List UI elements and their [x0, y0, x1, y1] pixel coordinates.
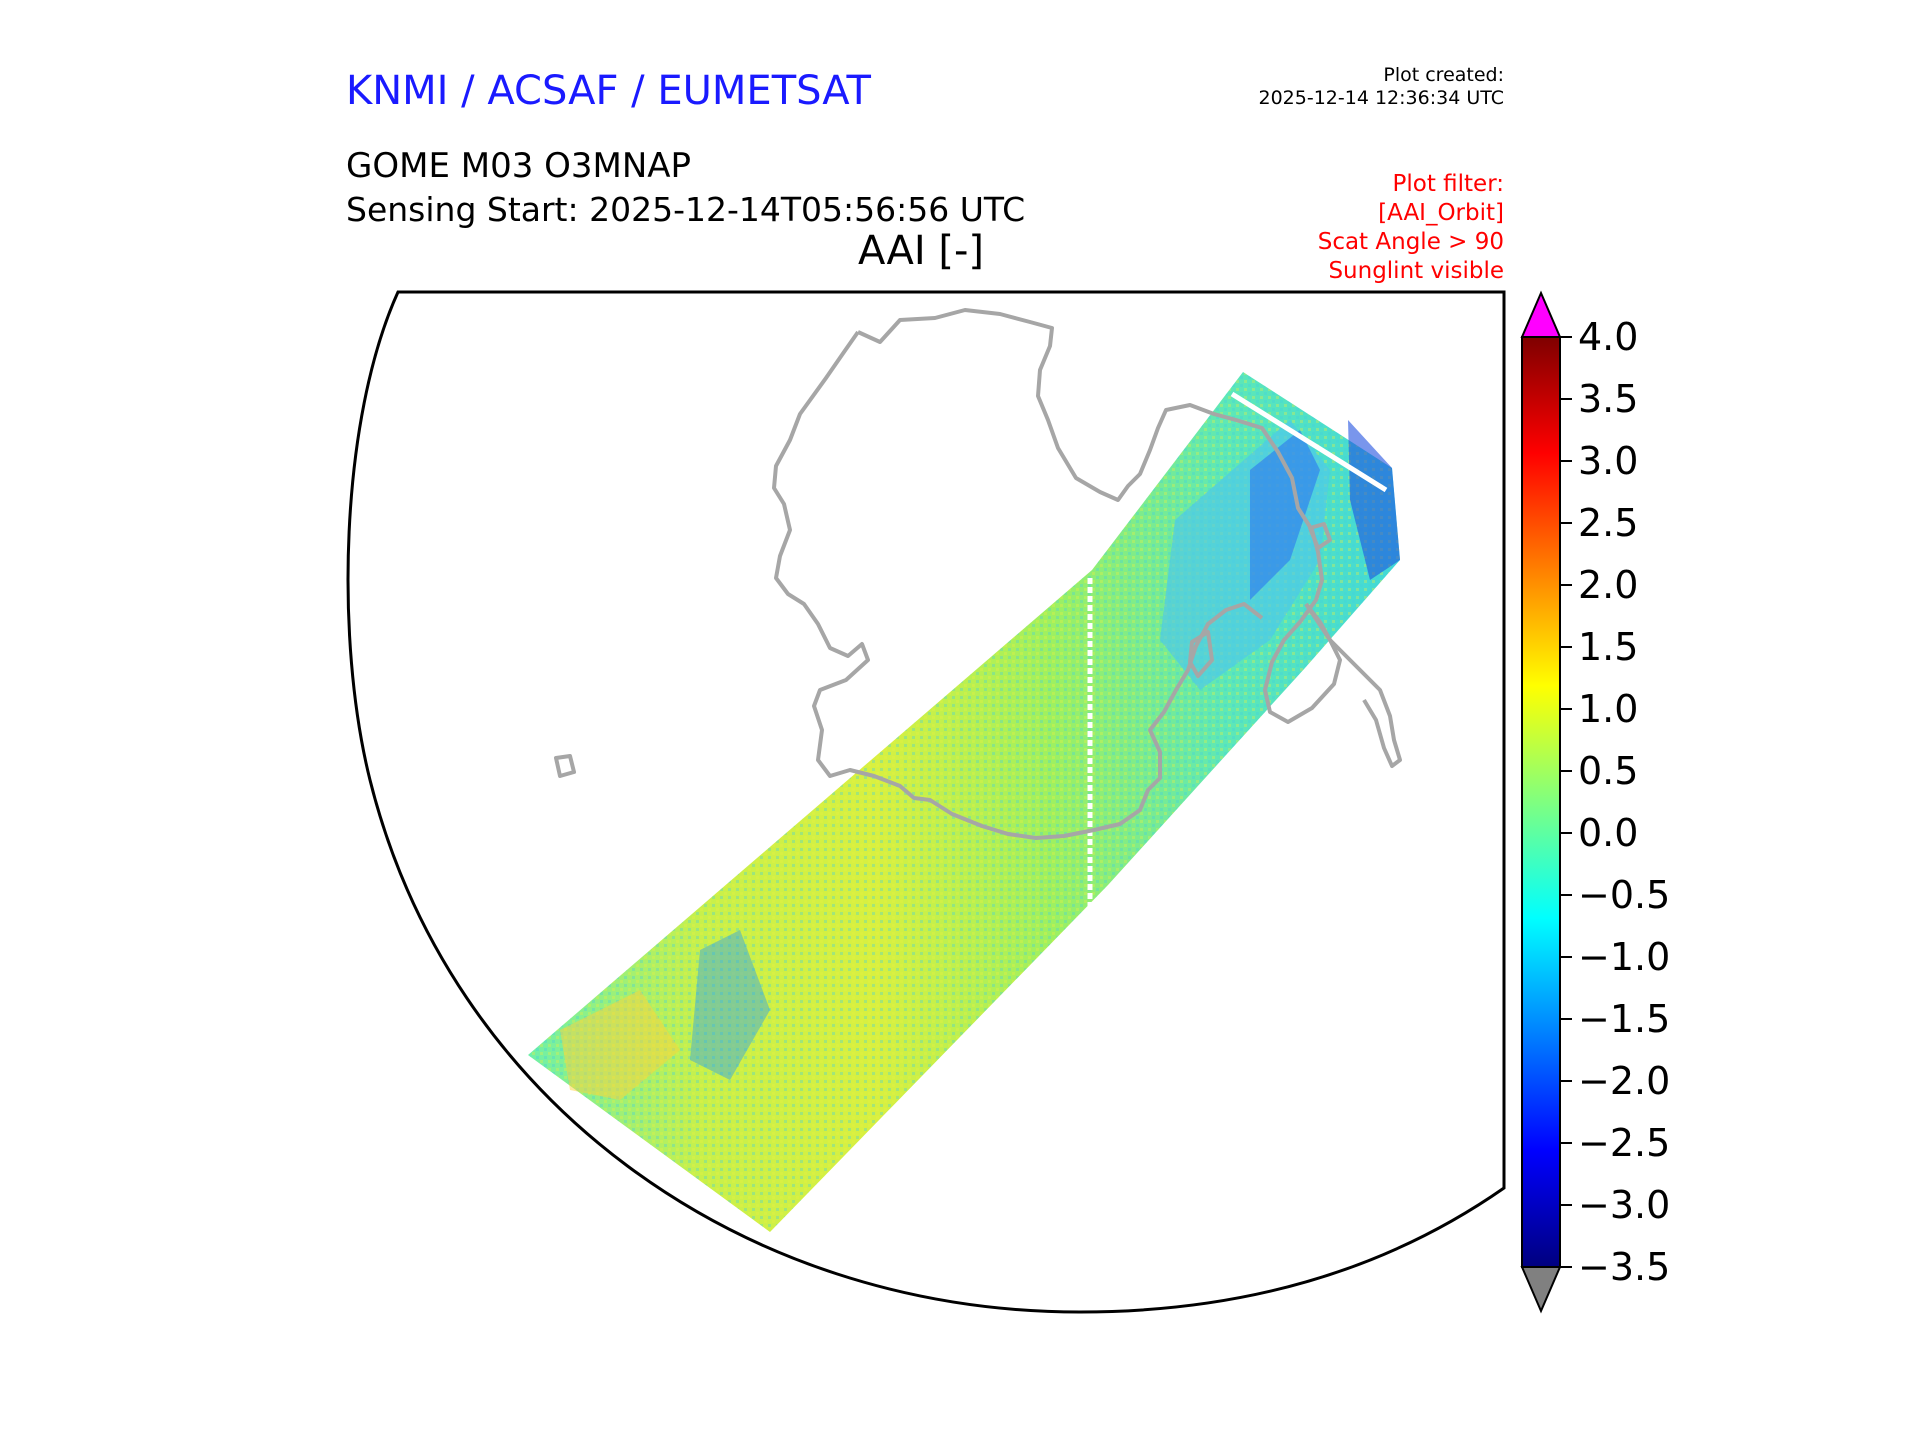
colorbar-tick-label: −3.5 — [1578, 1245, 1670, 1289]
coastline — [554, 308, 1402, 840]
colorbar-tick-label: −2.5 — [1578, 1121, 1670, 1165]
colorbar-tick-label: 4.0 — [1578, 315, 1638, 359]
colorbar-tick-label: 1.5 — [1578, 625, 1638, 669]
colorbar-tick-label: 3.0 — [1578, 439, 1638, 483]
colorbar-tick-label: 1.0 — [1578, 687, 1638, 731]
colorbar-tick-label: −1.0 — [1578, 935, 1670, 979]
colorbar-tick-label: 2.5 — [1578, 501, 1638, 545]
colorbar-tick-label: 0.5 — [1578, 749, 1638, 793]
colorbar-tick-label: 3.5 — [1578, 377, 1638, 421]
plot-created-label: Plot created: — [1383, 64, 1504, 86]
colorbar-over-arrow — [1520, 290, 1562, 338]
colorbar: 4.0 3.5 3.0 2.5 2.0 1.5 1.0 0.5 0.0 −0.5 −1.0 −1.5 −… — [1520, 290, 1670, 1314]
colorbar-tick-label: −2.0 — [1578, 1059, 1670, 1103]
variable-label: AAI [-] — [858, 228, 984, 274]
plot-filter-info: Plot filter: [AAI_Orbit] Scat Angle > 90… — [1318, 170, 1504, 286]
plot-created-time: 2025-12-14 12:36:34 UTC — [1258, 87, 1505, 109]
sensing-start: Sensing Start: 2025-12-14T05:56:56 UTC — [346, 190, 1026, 229]
filter-line: Scat Angle > 90 — [1317, 229, 1504, 255]
colorbar-tick-label: 0.0 — [1578, 811, 1638, 855]
colorbar-tick-label: −0.5 — [1578, 873, 1670, 917]
colorbar-tick-label: −3.0 — [1578, 1183, 1670, 1227]
filter-line: Plot filter: — [1392, 171, 1504, 197]
colorbar-tick-label: 2.0 — [1578, 563, 1638, 607]
colorbar-tick-label: −1.5 — [1578, 997, 1670, 1041]
plot-created-info: Plot created: 2025-12-14 12:36:34 UTC — [1259, 64, 1505, 110]
map-boundary — [346, 290, 1506, 1314]
map-area — [528, 372, 1400, 1232]
colorbar-under-arrow — [1520, 1266, 1562, 1314]
product-title: GOME M03 O3MNAP — [346, 146, 692, 186]
filter-line: Sunglint visible — [1328, 258, 1504, 284]
organization-title: KNMI / ACSAF / EUMETSAT — [346, 68, 871, 114]
filter-line: [AAI_Orbit] — [1378, 200, 1504, 226]
colorbar-gradient — [1521, 336, 1561, 1268]
